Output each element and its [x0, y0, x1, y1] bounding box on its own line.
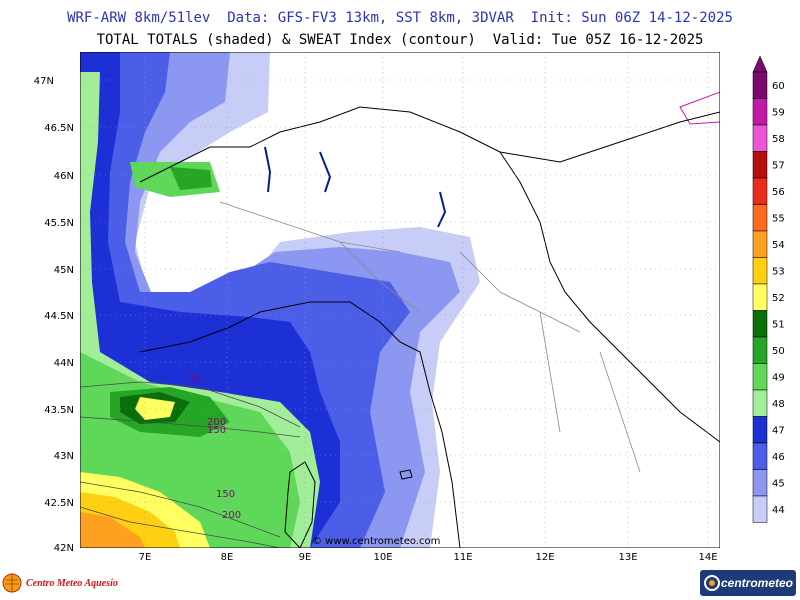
lon-label: 12E — [535, 552, 554, 563]
colorbar-cell — [752, 469, 768, 497]
lake-como — [319, 151, 332, 193]
colorbar-cell — [752, 310, 768, 338]
lat-label: 44N — [54, 358, 74, 369]
colorbar-label: 49 — [772, 372, 785, 383]
colorbar-cell — [752, 283, 768, 311]
colorbar-cap — [752, 56, 768, 73]
brand-globe-icon — [2, 573, 22, 593]
colorbar-label: 57 — [772, 160, 785, 171]
header-init-line: WRF-ARW 8km/51lev Data: GFS-FV3 13km, SS… — [67, 10, 733, 26]
colorbar-cell — [752, 442, 768, 470]
colorbar-label: 59 — [772, 107, 785, 118]
colorbar-cell — [752, 336, 768, 364]
footer-right-text: centrometeo — [720, 576, 794, 590]
colorbar-cell — [752, 257, 768, 285]
footer-left-text: Centro Meteo Aquesio — [26, 577, 118, 589]
lon-label: 14E — [698, 552, 717, 563]
contour-label: 150 — [184, 374, 203, 385]
sweat-contour-200 — [80, 416, 301, 438]
colorbar-cell — [752, 204, 768, 232]
regional-borders — [219, 201, 641, 473]
corsica-outline — [284, 461, 316, 548]
weather-map: 150 200 150 150 200 © www.centrometeo — [80, 52, 720, 548]
colorbar-label: 52 — [772, 293, 785, 304]
lon-axis: 7E 8E 9E 10E 11E 12E 13E 14E — [139, 552, 718, 563]
sweat-contour-lower-200 — [80, 506, 281, 548]
lat-label: 43.5N — [44, 405, 74, 416]
lon-label: 7E — [139, 552, 152, 563]
lake-maggiore — [264, 146, 272, 193]
lat-axis: 47N 46.5N 46N 45.5N 45N 44.5N 44N 43.5N … — [34, 76, 74, 552]
colorbar-label: 56 — [772, 187, 785, 198]
colorbar-cell — [752, 124, 768, 152]
colorbar-cell — [752, 151, 768, 179]
alpine-border — [139, 106, 720, 183]
lon-label: 10E — [373, 552, 392, 563]
colorbar-label: 44 — [772, 505, 785, 516]
lat-label: 44.5N — [44, 311, 74, 322]
colorbar-label: 60 — [772, 81, 785, 92]
lat-label: 43N — [54, 451, 74, 462]
colorbar-cell — [752, 177, 768, 205]
colorbar-label: 50 — [772, 346, 785, 357]
tt-shade-ne-purple — [679, 91, 720, 125]
italy-coastline — [139, 301, 461, 548]
colorbar-cell — [752, 416, 768, 444]
tt-shade-54 — [80, 512, 145, 548]
colorbar-cell — [752, 230, 768, 258]
colorbar-label: 47 — [772, 425, 785, 436]
lat-label: 45N — [54, 265, 74, 276]
footer-right-brand: centrometeo — [700, 570, 796, 596]
watermark: © www.centrometeo.com — [312, 536, 440, 547]
colorbar-label: 45 — [772, 478, 785, 489]
colorbar-label: 48 — [772, 399, 785, 410]
sweat-contour-150 — [80, 381, 301, 428]
colorbar: 60 59 58 57 56 55 54 53 52 51 50 49 48 47 46 45 44 — [752, 56, 785, 523]
colorbar-label: 46 — [772, 452, 785, 463]
lat-label: 47N — [34, 76, 54, 87]
elba-outline — [399, 469, 413, 480]
colorbar-cell — [752, 495, 768, 523]
colorbar-label: 54 — [772, 240, 785, 251]
colorbar-label: 58 — [772, 134, 785, 145]
adriatic-coastline — [499, 151, 720, 443]
contour-label: 200 — [222, 510, 241, 521]
colorbar-label: 55 — [772, 213, 785, 224]
colorbar-cell — [752, 389, 768, 417]
sweat-contour-lower — [80, 481, 281, 538]
footer-left-brand: Centro Meteo Aquesio — [2, 570, 118, 596]
lon-label: 11E — [453, 552, 472, 563]
tt-shade-green-north-core — [170, 167, 212, 190]
lon-label: 8E — [221, 552, 234, 563]
lat-label: 46.5N — [44, 123, 74, 134]
colorbar-label: 51 — [772, 319, 785, 330]
lat-label: 42.5N — [44, 498, 74, 509]
lon-label: 13E — [618, 552, 637, 563]
contour-label: 200 — [207, 417, 226, 428]
brand-logo-icon — [703, 575, 720, 591]
contour-label: 150 — [207, 425, 226, 436]
lat-label: 42N — [54, 543, 74, 552]
colorbar-cell — [752, 98, 768, 126]
lat-label: 45.5N — [44, 218, 74, 229]
header-valid-line: TOTAL TOTALS (shaded) & SWEAT Index (con… — [96, 32, 704, 48]
contour-label: 150 — [216, 489, 235, 500]
colorbar-label: 53 — [772, 266, 785, 277]
lat-label: 46N — [54, 171, 74, 182]
colorbar-cell — [752, 71, 768, 99]
lon-label: 9E — [299, 552, 312, 563]
colorbar-cell — [752, 363, 768, 391]
